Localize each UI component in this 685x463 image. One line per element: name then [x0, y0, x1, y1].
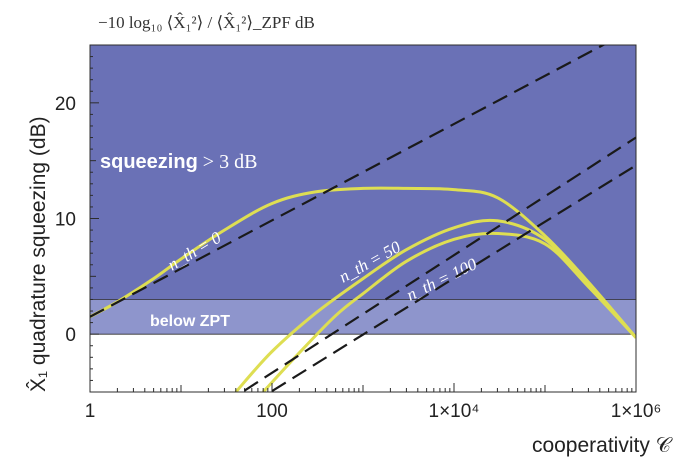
y-tick-label-0: 0 [65, 325, 76, 346]
x-tick-label-3: 1×10⁶ [611, 401, 662, 422]
x-tick-label-1: 100 [256, 401, 288, 422]
x-tick-label-0: 1 [85, 401, 96, 422]
y-axis-label: X̂₁ quadrature squeezing (dB) [27, 116, 50, 392]
series-curve-0 [90, 186, 636, 339]
top-axis-label: −10 log₁₀ ⟨X̂₁²⟩ / ⟨X̂₁²⟩_ZPF dB [98, 13, 315, 32]
below-zpt-annotation: below ZPT [150, 313, 230, 330]
region-1 [90, 299, 636, 335]
squeezing-annotation: squeezing > 3 dB [100, 151, 257, 173]
region-0 [90, 45, 636, 300]
series-curve-2 [262, 231, 636, 392]
asymptote-line-2 [268, 164, 636, 392]
asymptote-line-1 [240, 136, 636, 392]
y-tick-label-2: 20 [55, 94, 76, 115]
y-tick-label-1: 10 [55, 210, 76, 231]
x-axis-label: cooperativity 𝒞 [532, 434, 673, 457]
x-tick-label-2: 1×10⁴ [429, 401, 480, 422]
asymptote-line-0 [90, 45, 606, 318]
